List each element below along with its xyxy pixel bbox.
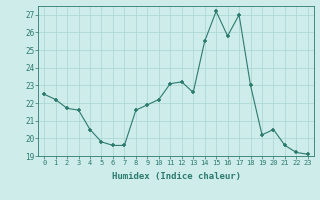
X-axis label: Humidex (Indice chaleur): Humidex (Indice chaleur) <box>111 172 241 181</box>
